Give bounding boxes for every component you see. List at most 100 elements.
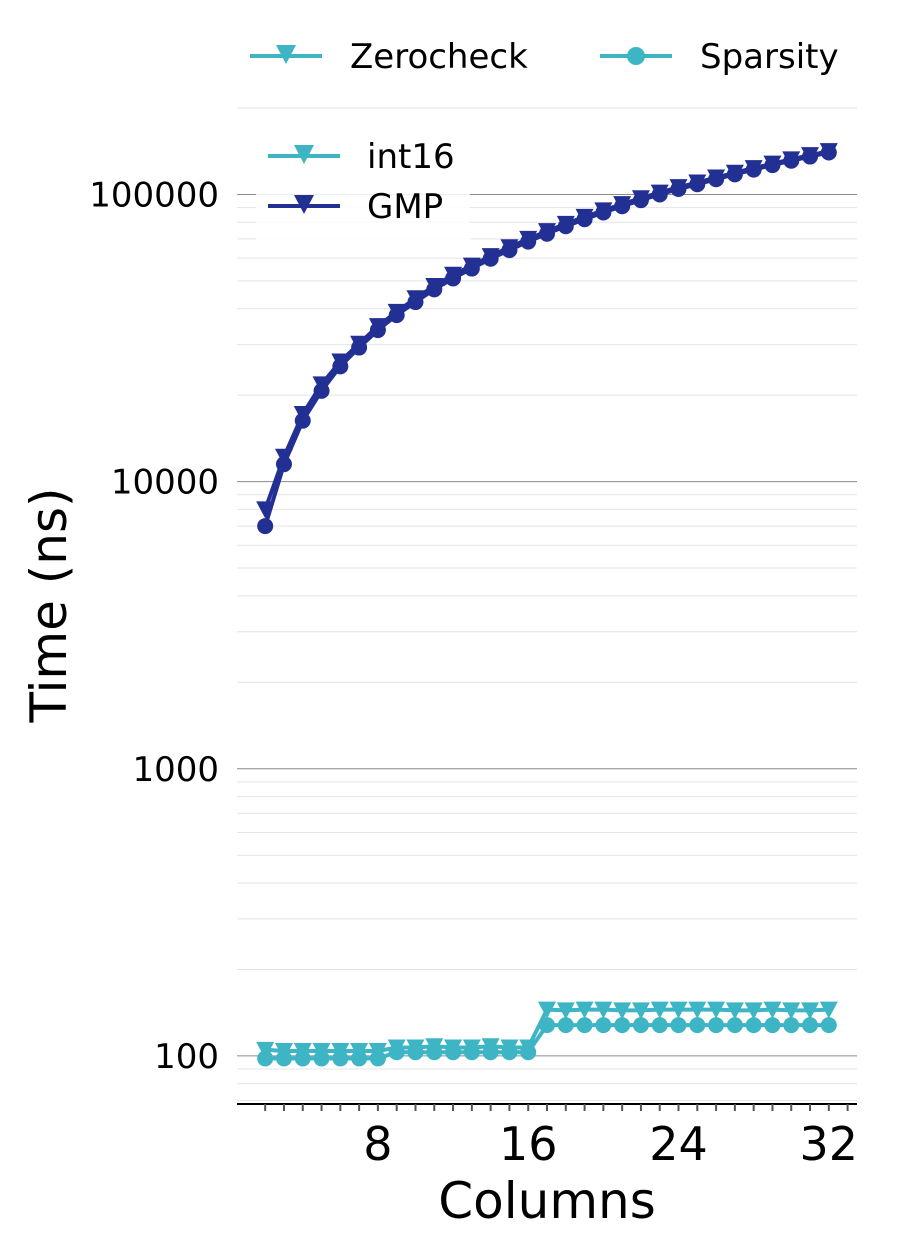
- circle-icon: [627, 47, 645, 65]
- data-point: [651, 186, 668, 203]
- data-point: [689, 176, 706, 193]
- data-point: [802, 1017, 819, 1034]
- x-axis-label: Columns: [438, 1172, 656, 1230]
- data-point: [745, 1017, 762, 1034]
- data-point: [463, 1044, 480, 1061]
- x-tick-label: 16: [499, 1117, 558, 1171]
- data-point: [594, 1001, 613, 1019]
- x-tick-label: 32: [800, 1117, 859, 1171]
- data-point: [726, 1017, 743, 1034]
- legend-label-sparsity: Sparsity: [700, 37, 839, 77]
- data-point: [332, 1050, 349, 1067]
- data-point: [820, 1017, 837, 1034]
- y-axis-label: Time (ns): [20, 487, 78, 723]
- data-point: [631, 1002, 650, 1020]
- data-point: [294, 1050, 311, 1067]
- data-point: [744, 1002, 763, 1020]
- data-point: [745, 161, 762, 178]
- triangle-down-icon: [294, 145, 314, 164]
- data-point: [426, 1044, 443, 1061]
- data-point: [708, 171, 725, 188]
- data-point: [764, 1017, 781, 1034]
- data-point: [407, 1044, 424, 1061]
- legend-item-sparsity: Sparsity: [600, 37, 839, 77]
- x-tick-label: 24: [649, 1117, 708, 1171]
- data-point: [632, 192, 649, 209]
- data-point: [763, 1001, 782, 1019]
- data-point: [782, 1002, 801, 1020]
- triangle-down-icon: [276, 45, 296, 64]
- data-point: [613, 1002, 632, 1020]
- data-point: [482, 250, 499, 267]
- data-point: [576, 211, 593, 228]
- y-tick-label: 1000: [132, 750, 219, 790]
- data-point: [764, 157, 781, 174]
- y-tick-label: 10000: [111, 463, 219, 503]
- data-point: [445, 1044, 462, 1061]
- data-point: [820, 144, 837, 161]
- data-point: [369, 1050, 386, 1067]
- data-point: [501, 1044, 518, 1061]
- data-point: [556, 1002, 575, 1020]
- data-point: [688, 1001, 707, 1019]
- data-point: [595, 204, 612, 221]
- data-point: [595, 1017, 612, 1034]
- data-point: [725, 1002, 744, 1020]
- data-point: [539, 225, 555, 242]
- data-point: [520, 233, 537, 250]
- data-point: [632, 1017, 649, 1034]
- data-point: [576, 1017, 593, 1034]
- series-lines: [256, 143, 838, 1067]
- data-point: [539, 1017, 555, 1034]
- data-point: [501, 242, 518, 259]
- data-point: [707, 1001, 726, 1019]
- data-point: [575, 1001, 594, 1019]
- data-point: [614, 1017, 631, 1034]
- data-point: [426, 281, 443, 298]
- data-point: [257, 1050, 274, 1067]
- legend-item-zerocheck: Zerocheck: [250, 37, 528, 77]
- data-point: [650, 1001, 669, 1019]
- axes: 8 16 24 32 100 1000 10000 100000: [89, 175, 858, 1171]
- triangle-down-icon: [294, 195, 314, 214]
- data-point: [313, 1050, 330, 1067]
- legend-item-gmp: GMP: [268, 187, 443, 227]
- legend-label-zerocheck: Zerocheck: [350, 37, 528, 77]
- grid-lines: [237, 107, 857, 1101]
- data-point: [313, 382, 330, 399]
- data-point: [275, 456, 292, 473]
- data-point: [819, 1001, 838, 1019]
- x-tick-label: 8: [363, 1117, 392, 1171]
- data-point: [651, 1017, 668, 1034]
- data-point: [802, 148, 819, 165]
- legend-item-int16: int16: [268, 137, 455, 177]
- data-point: [801, 1002, 820, 1020]
- data-point: [257, 518, 274, 535]
- data-point: [783, 1017, 800, 1034]
- data-point: [407, 294, 424, 311]
- data-point: [726, 166, 743, 183]
- data-point: [670, 180, 687, 197]
- data-point: [689, 1017, 706, 1034]
- data-point: [614, 198, 631, 215]
- data-point: [294, 412, 311, 429]
- legend-operation: Zerocheck Sparsity: [250, 37, 839, 77]
- data-point: [670, 1017, 687, 1034]
- data-point: [482, 1044, 499, 1061]
- data-point: [520, 1044, 537, 1061]
- data-point: [557, 218, 574, 235]
- legend-label-gmp: GMP: [367, 187, 443, 227]
- data-point: [669, 1001, 688, 1019]
- data-point: [708, 1017, 725, 1034]
- y-tick-label: 100: [154, 1037, 219, 1077]
- data-point: [351, 339, 368, 356]
- legend-label-int16: int16: [367, 137, 455, 177]
- data-point: [783, 152, 800, 169]
- data-point: [445, 270, 462, 287]
- y-tick-label: 100000: [89, 175, 219, 215]
- data-point: [351, 1050, 368, 1067]
- data-point: [332, 358, 349, 375]
- data-point: [463, 260, 480, 277]
- legend-type: int16 GMP: [256, 132, 470, 242]
